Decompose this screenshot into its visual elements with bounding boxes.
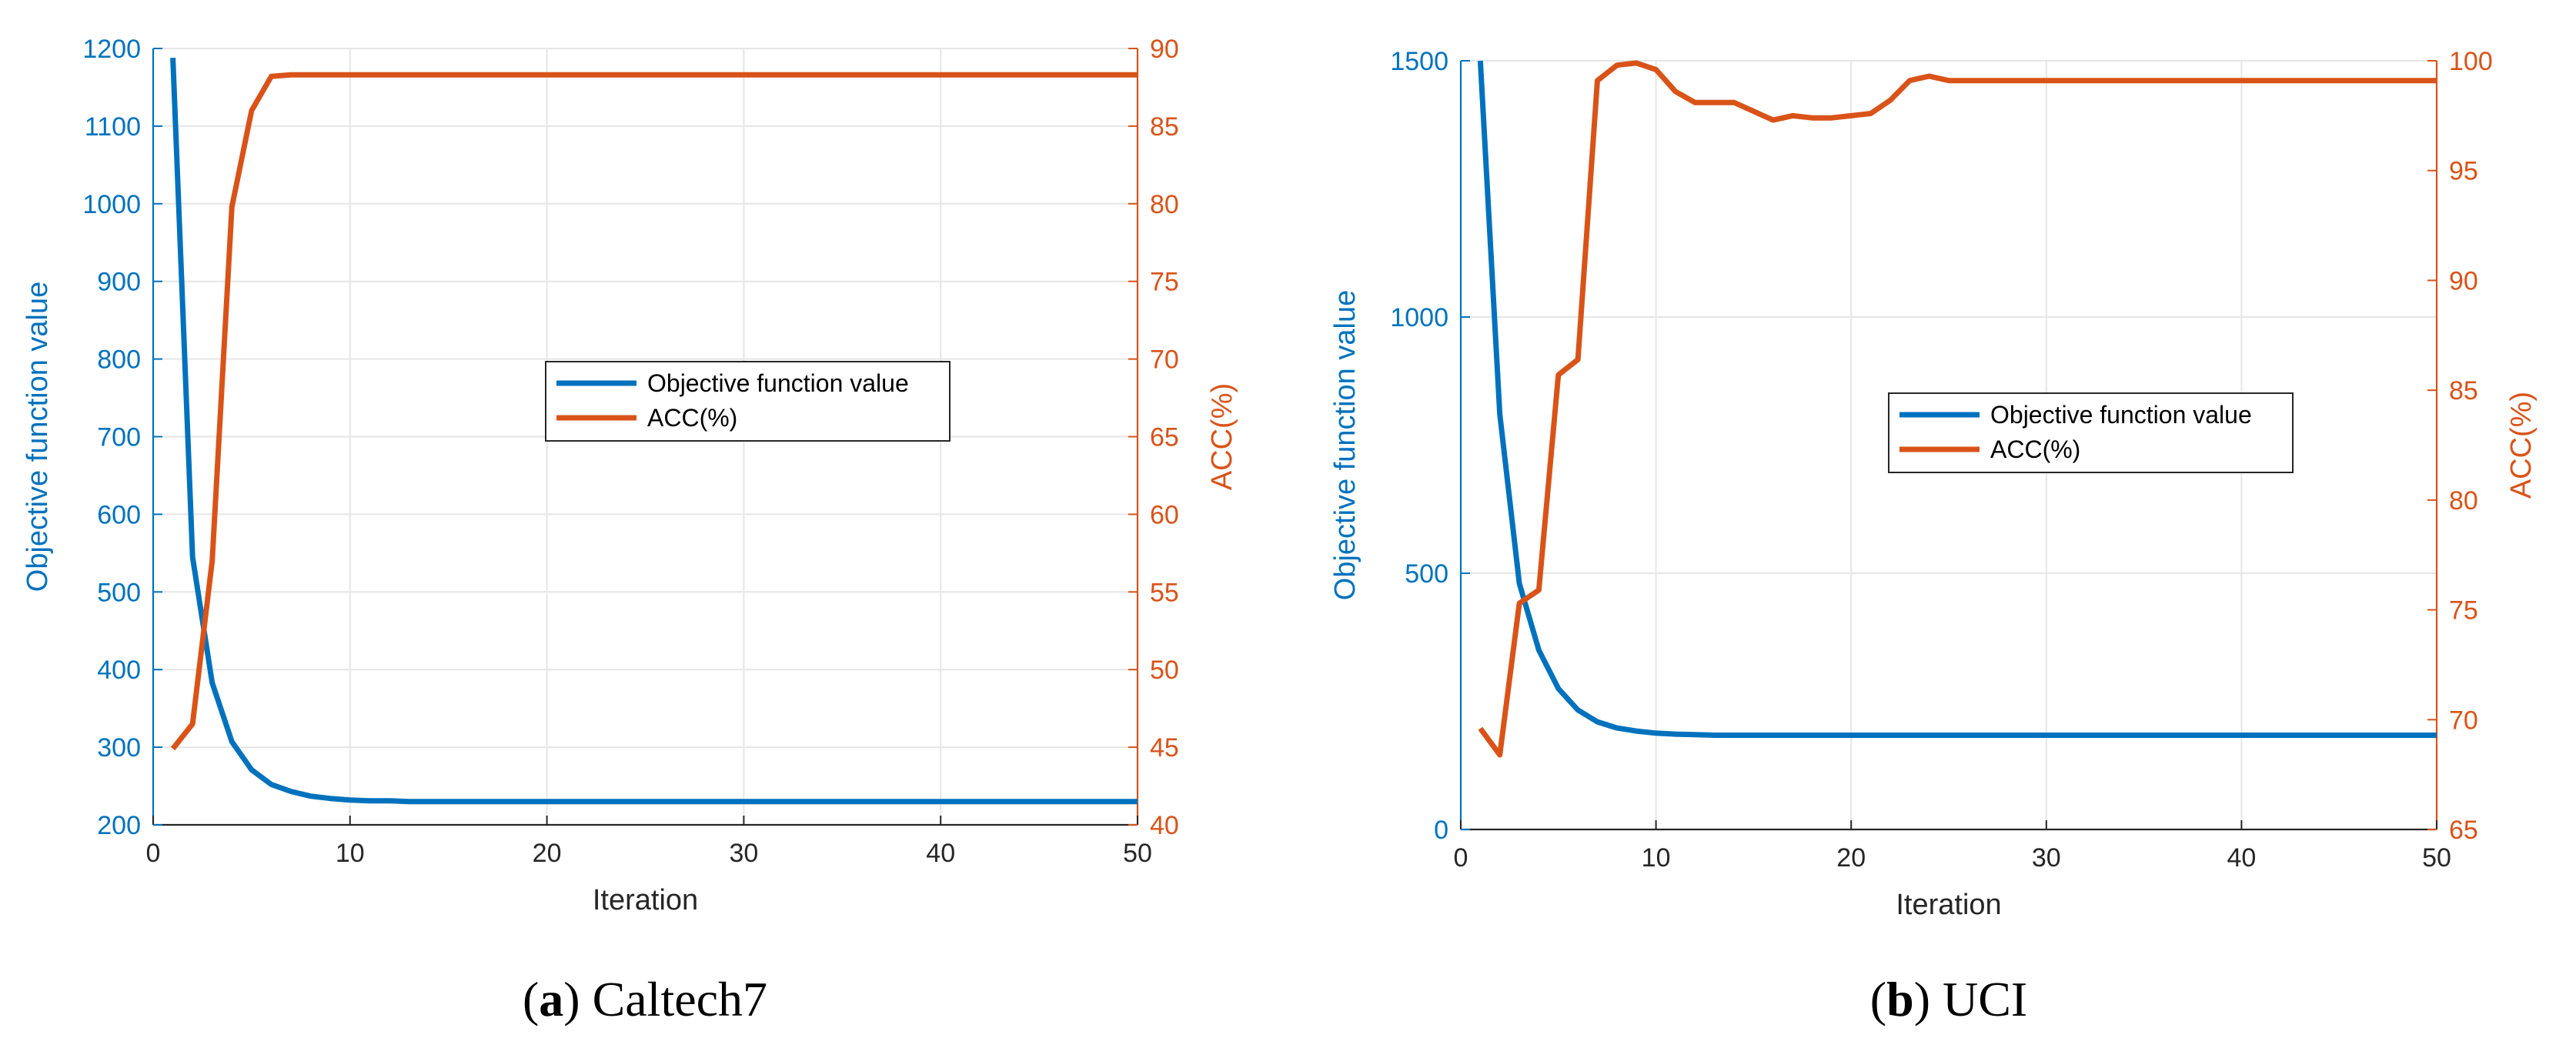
x-tick-label: 20	[533, 839, 562, 868]
series-line-objective	[170, 57, 1138, 805]
legend-label: Objective function value	[647, 369, 909, 397]
series-line-acc	[170, 72, 1138, 751]
y-left-tick-label: 1000	[82, 190, 141, 219]
legend-label: ACC(%)	[1990, 436, 2080, 463]
x-tick-label: 10	[336, 839, 365, 868]
legend: Objective function value ACC(%)	[545, 361, 951, 442]
y-left-tick-label: 1100	[85, 112, 141, 142]
y-left-tick-label: 1000	[1390, 303, 1448, 332]
y-left-tick-label: 300	[97, 733, 141, 763]
x-tick-label: 30	[2032, 843, 2061, 873]
y-right-tick-label: 70	[1150, 345, 1179, 375]
y-right-tick-label: 75	[1150, 268, 1179, 297]
y-left-tick-label: 900	[97, 268, 141, 297]
y-right-tick-label: 100	[2449, 47, 2493, 76]
series-line-acc	[1478, 60, 2437, 758]
series-line-objective	[1477, 60, 2437, 738]
legend-label: Objective function value	[1990, 401, 2252, 429]
y-right-tick-label: 70	[2449, 706, 2478, 735]
y-left-tick-label: 500	[1405, 559, 1448, 589]
x-tick-label: 30	[729, 839, 758, 868]
y-right-axis-label: ACC(%)	[1206, 383, 1238, 490]
y-right-tick-label: 40	[1150, 811, 1179, 840]
legend-box	[545, 361, 951, 442]
chart-panel-a: 0 10 20 30 40 5020030040050060070080090010001…	[22, 35, 1238, 1026]
x-tick-label: 40	[926, 839, 955, 868]
x-tick-label: 40	[2227, 843, 2256, 873]
y-left-tick-label: 500	[97, 578, 141, 607]
y-right-tick-label: 45	[1150, 733, 1179, 763]
x-tick-label: 0	[146, 839, 161, 868]
y-right-tick-label: 85	[1150, 112, 1179, 142]
y-right-tick-label: 55	[1150, 578, 1179, 607]
caption-letter: (a)	[523, 972, 580, 1026]
legend-box	[1888, 392, 2294, 473]
y-right-tick-label: 95	[2449, 157, 2478, 186]
y-right-tick-label: 60	[1150, 500, 1179, 529]
x-tick-label: 0	[1454, 843, 1468, 873]
y-right-tick-label: 50	[1150, 656, 1179, 685]
y-right-tick-label: 85	[2449, 376, 2478, 406]
y-right-tick-label: 65	[1150, 423, 1179, 452]
caption-text: UCI	[1930, 972, 2027, 1026]
y-left-tick-label: 1500	[1390, 47, 1448, 76]
y-left-tick-label: 0	[1434, 816, 1448, 845]
legend: Objective function value ACC(%)	[1888, 392, 2294, 473]
x-axis-label: Iteration	[1896, 889, 2001, 921]
x-axis-label: Iteration	[593, 884, 698, 916]
chart-panel-b: 0 10 20 30 40 5005001000150065707580859095100…	[1329, 47, 2538, 1026]
y-left-tick-label: 600	[97, 500, 141, 529]
caption-letter: (b)	[1870, 972, 1930, 1026]
panel-caption: (b) UCI	[1870, 972, 2027, 1026]
y-left-axis-label: Objective function value	[22, 282, 54, 592]
y-right-tick-label: 80	[1150, 190, 1179, 219]
y-right-tick-label: 90	[2449, 266, 2478, 295]
legend-label: ACC(%)	[647, 404, 737, 432]
y-right-tick-label: 75	[2449, 596, 2478, 626]
y-right-tick-label: 80	[2449, 486, 2478, 516]
y-left-axis-label: Objective function value	[1329, 290, 1362, 600]
caption-text: Caltech7	[580, 972, 767, 1026]
y-right-tick-label: 65	[2449, 816, 2478, 845]
y-left-tick-label: 400	[97, 656, 141, 685]
x-tick-label: 20	[1836, 843, 1866, 873]
x-tick-label: 50	[2422, 843, 2451, 873]
y-left-tick-label: 1200	[82, 35, 141, 64]
x-tick-label: 10	[1642, 843, 1671, 873]
y-right-tick-label: 90	[1150, 35, 1179, 64]
y-right-axis-label: ACC(%)	[2505, 392, 2538, 499]
x-tick-label: 50	[1123, 839, 1152, 868]
panel-caption: (a) Caltech7	[523, 972, 767, 1026]
y-left-tick-label: 200	[97, 811, 141, 840]
y-left-tick-label: 700	[97, 423, 141, 452]
y-left-tick-label: 800	[97, 345, 141, 375]
